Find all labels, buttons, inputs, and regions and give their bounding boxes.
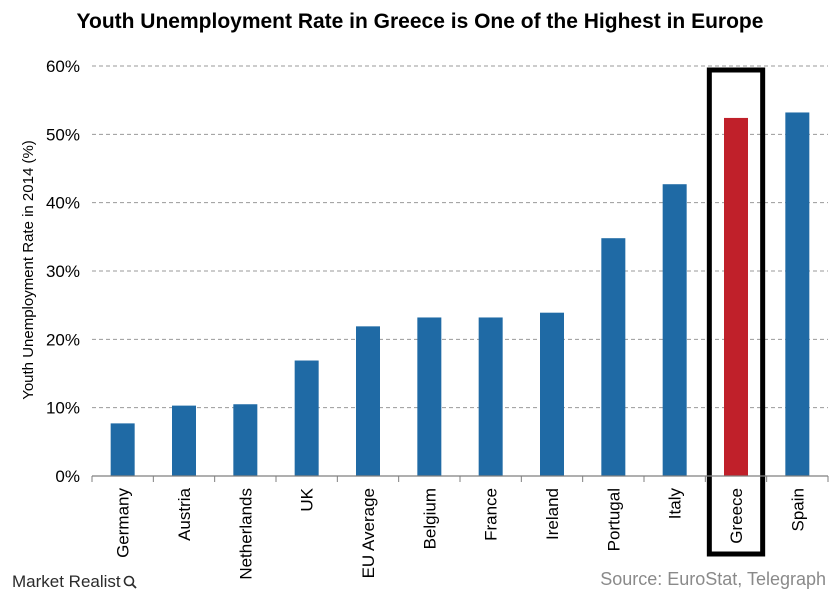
y-tick-label: 40% xyxy=(46,194,80,213)
source-note: Source: EuroStat, Telegraph xyxy=(600,569,826,589)
y-tick-label: 50% xyxy=(46,125,80,144)
x-tick-label: Austria xyxy=(175,487,194,540)
bar-portugal xyxy=(601,238,626,476)
x-tick-label: UK xyxy=(298,487,317,511)
bar-ireland xyxy=(540,312,564,476)
grid-lines xyxy=(92,65,828,409)
y-tick-label: 0% xyxy=(55,467,80,486)
x-tick-label: Ireland xyxy=(543,488,562,540)
y-axis: 0% 10% 20% 30% 40% 50% 60% xyxy=(46,57,80,486)
bar-greece xyxy=(724,117,748,476)
brand-logo: Market Realist xyxy=(12,572,137,592)
brand-name: Market Realist xyxy=(12,572,121,591)
x-axis: Germany Austria Netherlands UK EU Average Bel… xyxy=(91,475,829,580)
bar-germany xyxy=(110,423,135,476)
x-tick-label: Netherlands xyxy=(236,488,255,580)
bars xyxy=(110,112,810,476)
x-tick-label: Germany xyxy=(114,488,133,558)
chart-title: Youth Unemployment Rate in Greece is One… xyxy=(76,10,764,33)
bar-austria xyxy=(172,405,196,476)
x-tick-label: France xyxy=(482,488,501,541)
bar-italy xyxy=(662,184,687,476)
x-tick-label: Spain xyxy=(788,488,807,531)
y-tick-label: 60% xyxy=(46,57,80,76)
bar-uk xyxy=(294,360,319,476)
bar-belgium xyxy=(417,317,442,476)
magnifier-icon xyxy=(123,575,137,589)
bar-spain xyxy=(785,112,810,476)
y-tick-label: 30% xyxy=(46,262,80,281)
highlight-frame xyxy=(706,67,766,557)
y-axis-label: Youth Unemployment Rate in 2014 (%) xyxy=(20,140,37,400)
x-tick-label: Greece xyxy=(727,488,746,544)
bar-eu-average xyxy=(356,326,380,476)
bar-netherlands xyxy=(233,404,258,476)
x-tick-label: EU Average xyxy=(359,488,378,578)
x-tick-label: Portugal xyxy=(604,488,623,551)
y-tick-label: 10% xyxy=(46,399,80,418)
highlight-box xyxy=(706,67,766,557)
y-tick-label: 20% xyxy=(46,330,80,349)
bar-france xyxy=(478,317,503,476)
x-tick-label: Belgium xyxy=(420,488,439,549)
x-tick-label: Italy xyxy=(666,488,685,520)
